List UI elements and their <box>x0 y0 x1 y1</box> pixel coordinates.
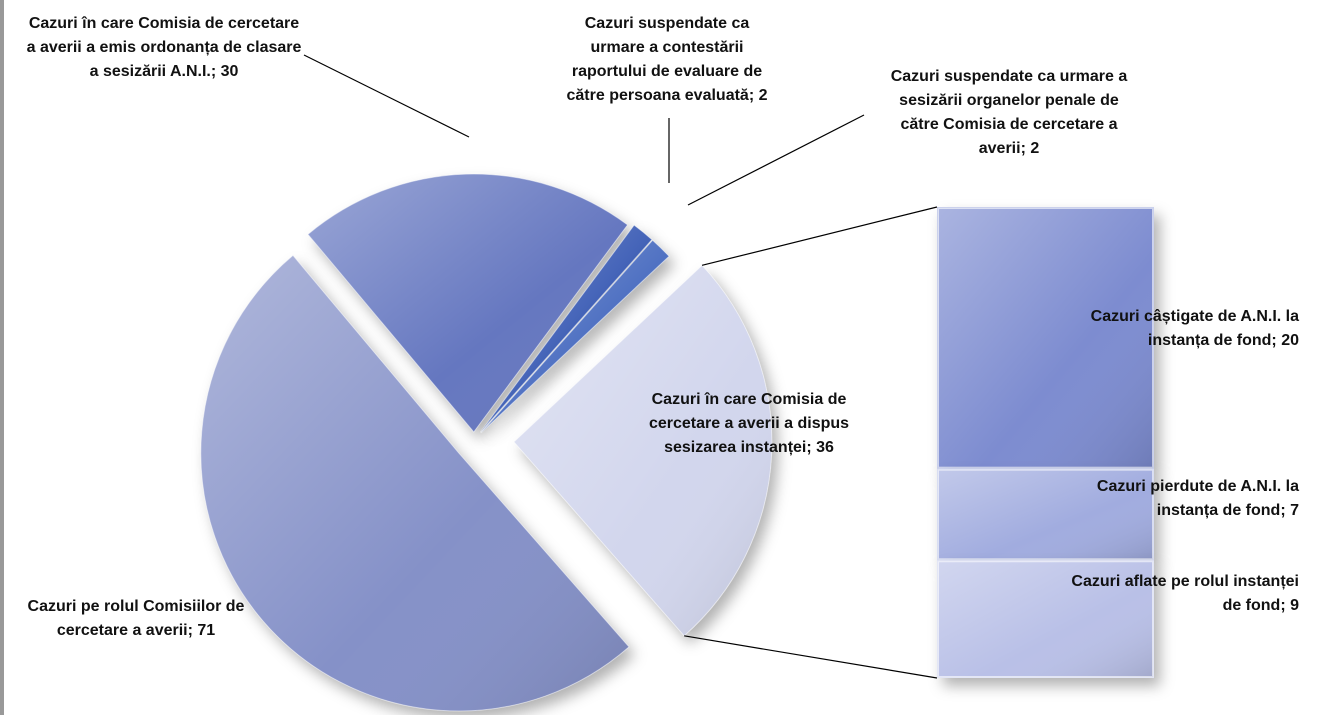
connector-line <box>701 206 938 266</box>
chart-canvas <box>200 54 1154 712</box>
data-label: Cazuri suspendate ca urmare a sesizării … <box>890 68 1128 157</box>
slice-gloss <box>200 254 630 712</box>
bar-gloss <box>937 560 1154 678</box>
leader-line <box>303 54 470 138</box>
data-label: Cazuri pe rolul Comisiilor de cercetare … <box>27 598 245 639</box>
slice-gloss <box>307 173 629 433</box>
connector-line <box>684 635 938 679</box>
leader-line <box>687 114 865 206</box>
slice-gloss <box>479 224 653 433</box>
data-label: Cazuri pierdute de A.N.I. la instanța de… <box>1096 478 1299 519</box>
slice-gloss <box>513 264 773 637</box>
data-label: Cazuri în care Comisia de cercetare a av… <box>26 15 302 80</box>
bar-gloss <box>937 468 1154 561</box>
bar-gloss <box>937 207 1154 469</box>
slice-gloss <box>480 239 670 434</box>
data-label: Cazuri aflate pe rolul instanței de fond… <box>1071 573 1299 614</box>
data-label: Cazuri suspendate ca urmare a contestări… <box>566 15 768 104</box>
data-label: Cazuri câștigate de A.N.I. la instanța d… <box>1090 308 1299 349</box>
data-label: Cazuri în care Comisia de cercetare a av… <box>648 391 850 456</box>
